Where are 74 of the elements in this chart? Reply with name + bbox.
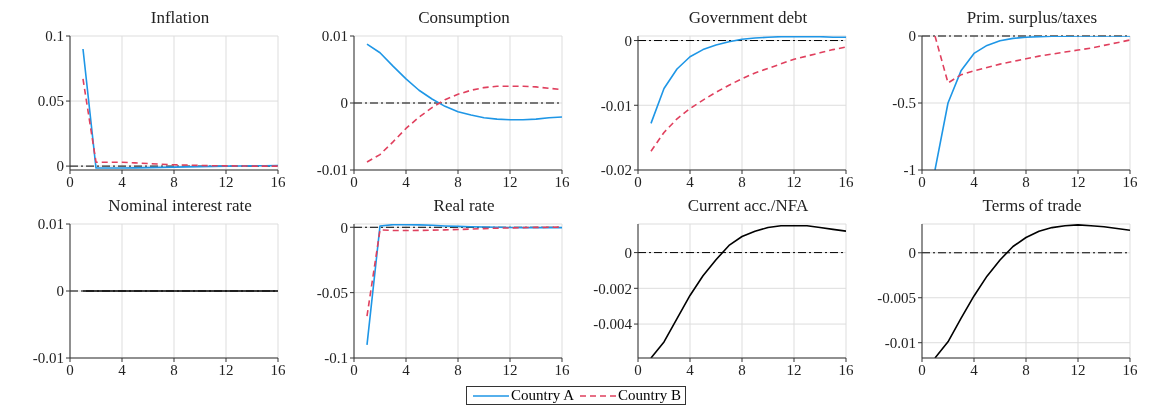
- x-tick-label: 4: [118, 361, 127, 378]
- x-tick-label: 4: [970, 173, 979, 190]
- chart-title: Current acc./NFA: [686, 196, 810, 217]
- line-series: [366, 85, 562, 163]
- x-tick-label: 8: [454, 361, 462, 378]
- x-tick-label: 4: [686, 173, 695, 190]
- x-tick-label: 16: [270, 173, 286, 190]
- chart-title: Inflation: [149, 8, 211, 29]
- x-tick-label: 12: [502, 361, 518, 378]
- y-tick-label: -0.01: [32, 350, 64, 367]
- y-tick-label: 0: [56, 283, 64, 300]
- x-tick-label: 4: [402, 173, 411, 190]
- x-tick-label: 12: [786, 361, 802, 378]
- chart-title: Real rate: [432, 196, 496, 217]
- line-series: [82, 78, 278, 167]
- y-tick-label: 0.01: [37, 216, 64, 233]
- chart-title: Government debt: [687, 8, 809, 29]
- line-series: [366, 224, 562, 346]
- x-tick-label: 4: [970, 361, 979, 378]
- y-tick-label: 0: [908, 28, 916, 45]
- x-tick-label: 8: [170, 361, 178, 378]
- x-tick-label: 8: [1022, 173, 1030, 190]
- legend-label: Country B: [618, 387, 681, 404]
- y-tick-label: 0.1: [45, 28, 64, 45]
- y-tick-label: -0.01: [600, 97, 632, 114]
- y-tick-label: -0.01: [884, 335, 916, 352]
- x-tick-label: 12: [1070, 173, 1086, 190]
- x-tick-label: 16: [1122, 173, 1138, 190]
- x-tick-label: 12: [218, 361, 234, 378]
- y-tick-label: -0.01: [316, 162, 348, 179]
- x-tick-label: 12: [1070, 361, 1086, 378]
- x-tick-label: 12: [502, 173, 518, 190]
- y-tick-label: -0.5: [892, 95, 916, 112]
- x-tick-label: 16: [554, 361, 570, 378]
- line-series: [650, 36, 846, 125]
- y-tick-label: 0: [56, 158, 64, 175]
- line-series: [366, 226, 562, 317]
- line-series: [650, 46, 846, 153]
- x-tick-label: 8: [170, 173, 178, 190]
- y-tick-label: 0.05: [37, 93, 64, 110]
- y-tick-label: -0.02: [600, 162, 632, 179]
- y-tick-label: 0: [624, 244, 632, 261]
- x-tick-label: 4: [686, 361, 695, 378]
- y-tick-label: 0: [908, 245, 916, 262]
- x-tick-label: 16: [838, 361, 854, 378]
- x-tick-label: 16: [838, 173, 854, 190]
- y-tick-label: -0.1: [324, 350, 348, 367]
- legend-label: Country A: [511, 387, 574, 404]
- chart-title: Consumption: [417, 8, 511, 29]
- y-tick-label: 0: [624, 32, 632, 49]
- chart-title: Terms of trade: [981, 196, 1083, 217]
- line-series: [366, 43, 562, 121]
- x-tick-label: 4: [118, 173, 127, 190]
- x-tick-label: 8: [454, 173, 462, 190]
- x-tick-label: 8: [738, 361, 746, 378]
- y-tick-label: 0: [340, 95, 348, 112]
- y-tick-label: -0.004: [593, 316, 633, 333]
- x-tick-label: 4: [402, 361, 411, 378]
- y-tick-label: -0.005: [877, 290, 916, 307]
- x-tick-label: 16: [554, 173, 570, 190]
- y-tick-label: -0.002: [593, 280, 632, 297]
- chart-title: Nominal interest rate: [107, 196, 253, 217]
- x-tick-label: 8: [1022, 361, 1030, 378]
- x-tick-label: 12: [786, 173, 802, 190]
- x-tick-label: 16: [270, 361, 286, 378]
- x-tick-label: 16: [1122, 361, 1138, 378]
- y-tick-label: 0: [340, 219, 348, 236]
- chart-title: Prim. surplus/taxes: [965, 8, 1099, 29]
- y-tick-label: -1: [903, 162, 916, 179]
- y-tick-label: 0.01: [321, 28, 348, 45]
- line-series: [934, 36, 1130, 84]
- y-tick-label: -0.05: [316, 284, 348, 301]
- x-tick-label: 8: [738, 173, 746, 190]
- x-tick-label: 12: [218, 173, 234, 190]
